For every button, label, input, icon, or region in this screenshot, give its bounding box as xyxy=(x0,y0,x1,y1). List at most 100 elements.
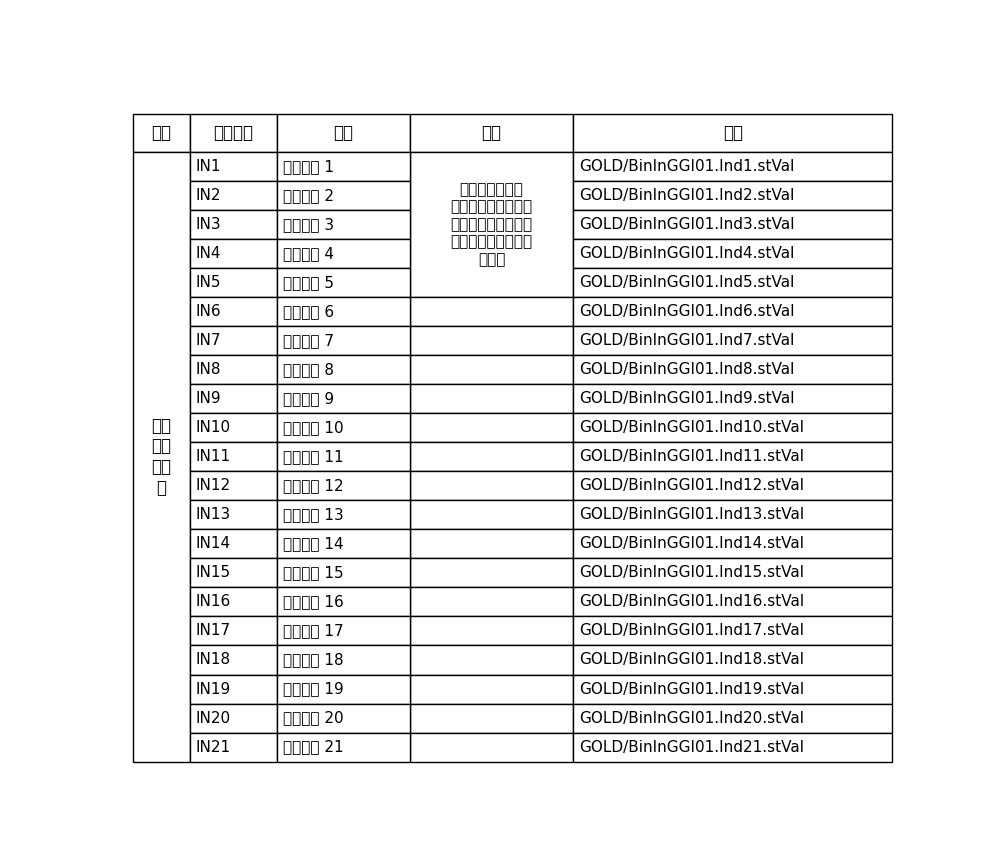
Text: GOLD/BinInGGI01.Ind21.stVal: GOLD/BinInGGI01.Ind21.stVal xyxy=(579,740,804,754)
Bar xyxy=(133,152,190,761)
Text: 接收遥信 17: 接收遥信 17 xyxy=(283,623,344,638)
Text: GOLD/BinInGGI01.Ind20.stVal: GOLD/BinInGGI01.Ind20.stVal xyxy=(579,711,804,726)
Text: 接收遥信 19: 接收遥信 19 xyxy=(283,681,344,696)
Bar xyxy=(573,703,892,733)
Bar xyxy=(573,239,892,268)
Text: IN4: IN4 xyxy=(196,246,221,261)
Text: IN8: IN8 xyxy=(196,362,221,377)
Bar xyxy=(573,675,892,703)
Bar xyxy=(573,500,892,530)
Text: 接收遥信 21: 接收遥信 21 xyxy=(283,740,344,754)
Bar xyxy=(277,114,410,152)
Bar xyxy=(190,472,277,500)
Text: 接收遥信 12: 接收遥信 12 xyxy=(283,479,344,493)
Text: 模型: 模型 xyxy=(723,124,743,142)
Text: GOLD/BinInGGI01.Ind8.stVal: GOLD/BinInGGI01.Ind8.stVal xyxy=(579,362,795,377)
Bar xyxy=(573,733,892,761)
Text: IN9: IN9 xyxy=(196,391,222,406)
Text: 接收遥信 15: 接收遥信 15 xyxy=(283,565,344,580)
Bar xyxy=(410,297,573,326)
Bar xyxy=(573,326,892,355)
Text: IN1: IN1 xyxy=(196,159,221,173)
Bar xyxy=(410,675,573,703)
Bar xyxy=(190,703,277,733)
Text: GOLD/BinInGGI01.Ind11.stVal: GOLD/BinInGGI01.Ind11.stVal xyxy=(579,449,804,464)
Text: 接收遥信 20: 接收遥信 20 xyxy=(283,711,344,726)
Text: 接收遥信 9: 接收遥信 9 xyxy=(283,391,334,406)
Text: IN11: IN11 xyxy=(196,449,231,464)
Bar xyxy=(410,530,573,558)
Bar xyxy=(190,530,277,558)
Bar xyxy=(190,616,277,645)
Bar xyxy=(190,500,277,530)
Text: 类型: 类型 xyxy=(151,124,171,142)
Bar xyxy=(190,675,277,703)
Text: 接收遥信 13: 接收遥信 13 xyxy=(283,507,344,522)
Bar xyxy=(277,530,410,558)
Bar xyxy=(573,558,892,587)
Bar xyxy=(190,268,277,297)
Text: 接收遥信 8: 接收遥信 8 xyxy=(283,362,334,377)
Bar xyxy=(573,472,892,500)
Bar xyxy=(410,472,573,500)
Bar xyxy=(277,442,410,472)
Text: 可接收智能终端
或其他智能装置采集
的单位置遥信，一般
用于转发智能终端的
遥信。: 可接收智能终端 或其他智能装置采集 的单位置遥信，一般 用于转发智能终端的 遥信… xyxy=(451,182,533,267)
Bar xyxy=(277,558,410,587)
Bar xyxy=(573,181,892,210)
Text: GOLD/BinInGGI01.Ind16.stVal: GOLD/BinInGGI01.Ind16.stVal xyxy=(579,595,805,610)
Bar xyxy=(277,268,410,297)
Bar xyxy=(410,558,573,587)
Bar xyxy=(277,616,410,645)
Text: 从外
接收
遥信
量: 从外 接收 遥信 量 xyxy=(151,416,171,497)
Text: 接收遥信 10: 接收遥信 10 xyxy=(283,420,344,435)
Bar xyxy=(573,442,892,472)
Text: IN16: IN16 xyxy=(196,595,231,610)
Text: IN2: IN2 xyxy=(196,188,221,203)
Text: IN14: IN14 xyxy=(196,537,231,551)
Bar xyxy=(277,472,410,500)
Bar xyxy=(277,675,410,703)
Text: IN19: IN19 xyxy=(196,681,231,696)
Bar xyxy=(190,414,277,442)
Text: 接收遥信 7: 接收遥信 7 xyxy=(283,333,334,348)
Text: 接收遥信 11: 接收遥信 11 xyxy=(283,449,344,464)
Bar xyxy=(573,530,892,558)
Text: 接收遥信 4: 接收遥信 4 xyxy=(283,246,334,261)
Bar xyxy=(277,152,410,181)
Bar xyxy=(190,239,277,268)
Bar xyxy=(410,442,573,472)
Bar xyxy=(573,152,892,181)
Text: GOLD/BinInGGI01.Ind4.stVal: GOLD/BinInGGI01.Ind4.stVal xyxy=(579,246,795,261)
Text: 接收遥信 18: 接收遥信 18 xyxy=(283,653,344,668)
Bar xyxy=(277,587,410,616)
Bar xyxy=(410,114,573,152)
Bar xyxy=(410,152,573,297)
Text: 接收遥信 6: 接收遥信 6 xyxy=(283,304,334,319)
Text: IN10: IN10 xyxy=(196,420,231,435)
Text: GOLD/BinInGGI01.Ind2.stVal: GOLD/BinInGGI01.Ind2.stVal xyxy=(579,188,795,203)
Bar xyxy=(410,500,573,530)
Text: GOLD/BinInGGI01.Ind17.stVal: GOLD/BinInGGI01.Ind17.stVal xyxy=(579,623,804,638)
Text: GOLD/BinInGGI01.Ind3.stVal: GOLD/BinInGGI01.Ind3.stVal xyxy=(579,217,795,231)
Text: IN13: IN13 xyxy=(196,507,231,522)
Bar xyxy=(410,326,573,355)
Text: IN5: IN5 xyxy=(196,275,221,290)
Bar xyxy=(190,645,277,675)
Bar xyxy=(277,210,410,239)
Bar xyxy=(277,645,410,675)
Bar xyxy=(573,414,892,442)
Text: IN12: IN12 xyxy=(196,479,231,493)
Text: IN18: IN18 xyxy=(196,653,231,668)
Text: IN7: IN7 xyxy=(196,333,221,348)
Bar xyxy=(190,152,277,181)
Text: GOLD/BinInGGI01.Ind15.stVal: GOLD/BinInGGI01.Ind15.stVal xyxy=(579,565,804,580)
Bar xyxy=(410,587,573,616)
Bar xyxy=(190,733,277,761)
Text: 接收遥信 5: 接收遥信 5 xyxy=(283,275,334,290)
Text: 接收遥信 1: 接收遥信 1 xyxy=(283,159,334,173)
Bar xyxy=(190,558,277,587)
Bar xyxy=(277,355,410,384)
Bar xyxy=(573,114,892,152)
Bar xyxy=(410,384,573,414)
Text: 名称: 名称 xyxy=(334,124,354,142)
